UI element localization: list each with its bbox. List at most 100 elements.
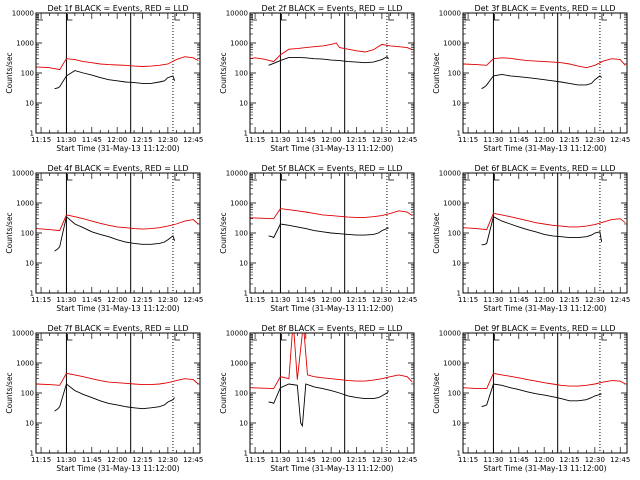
y-tick-label: 10000: [226, 170, 248, 178]
plot-frame: [462, 172, 628, 294]
x-tick-label: 11:15: [458, 456, 478, 464]
y-tick-label: 10000: [12, 10, 34, 18]
series-events-line: [481, 383, 602, 408]
y-tick-label: 10: [452, 100, 461, 108]
series-lld-line: [463, 372, 626, 390]
y-tick-label: 10: [25, 100, 34, 108]
panel-7: Det 7f BLACK = Events, RED = LLD 1 10 100 10…: [5, 324, 203, 473]
y-tick-label: 1000: [443, 40, 461, 48]
plot-frame: [462, 12, 628, 134]
y-tick-label: 1: [457, 130, 461, 138]
interval-marker: [174, 14, 180, 21]
interval-marker: [67, 14, 73, 21]
y-tick-label: 1: [244, 130, 248, 138]
interval-marker: [174, 174, 180, 181]
panel-6: Det 6f BLACK = Events, RED = LLD 1 10 100 10…: [432, 164, 630, 313]
interval-marker: [251, 14, 257, 21]
x-tick-label: 12:15: [559, 136, 579, 144]
x-tick-label: 11:15: [245, 456, 265, 464]
panel-8: Det 8f BLACK = Events, RED = LLD 1 10 100 10…: [219, 324, 417, 473]
x-tick-label: 11:15: [245, 136, 265, 144]
x-axis-label: Start Time (31-May-13 11:12:00): [483, 304, 606, 313]
panel-5: Det 5f BLACK = Events, RED = LLD 1 10 100 10…: [219, 164, 417, 313]
interval-marker: [251, 334, 257, 341]
panel-title: Det 8f BLACK = Events, RED = LLD: [261, 324, 402, 333]
series-events-line: [54, 70, 176, 90]
y-tick-label: 10000: [12, 330, 34, 338]
x-tick-label: 11:45: [509, 456, 529, 464]
x-axis-label: Start Time (31-May-13 11:12:00): [270, 464, 393, 473]
y-tick-label: 100: [21, 70, 34, 78]
y-axis-label: Counts/sec: [5, 212, 14, 253]
x-tick-label: 11:45: [296, 296, 316, 304]
y-tick-label: 100: [21, 390, 34, 398]
plot-frame: [249, 12, 415, 134]
series-lld-line: [463, 57, 626, 69]
x-tick-label: 11:30: [483, 296, 503, 304]
interval-marker: [37, 14, 43, 21]
x-tick-label: 11:30: [56, 456, 76, 464]
panel-title: Det 5f BLACK = Events, RED = LLD: [261, 164, 402, 173]
y-tick-label: 100: [21, 230, 34, 238]
y-tick-label: 1000: [230, 360, 248, 368]
series-lld-line: [36, 214, 199, 232]
series-events-line: [481, 73, 602, 90]
y-axis-label: Counts/sec: [219, 52, 228, 93]
series-events-line: [268, 56, 389, 66]
x-tick-label: 11:15: [458, 136, 478, 144]
y-axis-label: Counts/sec: [432, 212, 441, 253]
x-tick-label: 12:00: [321, 136, 341, 144]
interval-marker: [464, 14, 470, 21]
series-lld-line: [36, 372, 199, 386]
x-axis-label: Start Time (31-May-13 11:12:00): [270, 144, 393, 153]
y-tick-label: 10: [25, 420, 34, 428]
interval-marker: [388, 14, 394, 21]
x-tick-label: 12:15: [559, 456, 579, 464]
y-tick-label: 1: [30, 290, 34, 298]
y-tick-label: 100: [235, 230, 248, 238]
y-tick-label: 10000: [439, 330, 461, 338]
panel-1: Det 1f BLACK = Events, RED = LLD 1 10 100 10…: [5, 4, 203, 153]
y-tick-label: 10: [25, 260, 34, 268]
y-tick-label: 1: [244, 290, 248, 298]
x-tick-label: 12:15: [132, 456, 152, 464]
y-tick-label: 1000: [16, 40, 34, 48]
y-tick-label: 1: [244, 450, 248, 458]
x-tick-label: 12:45: [183, 456, 203, 464]
panel-title: Det 3f BLACK = Events, RED = LLD: [474, 4, 615, 13]
plot-frame: [249, 172, 415, 294]
interval-marker: [601, 334, 607, 341]
x-tick-label: 12:45: [183, 136, 203, 144]
interval-marker: [67, 334, 73, 341]
x-tick-label: 12:30: [158, 136, 178, 144]
x-tick-label: 11:15: [245, 296, 265, 304]
panel-title: Det 2f BLACK = Events, RED = LLD: [261, 4, 402, 13]
plot-frame: [249, 332, 415, 454]
y-tick-label: 100: [235, 390, 248, 398]
interval-marker: [464, 334, 470, 341]
interval-marker: [601, 174, 607, 181]
y-tick-label: 100: [448, 390, 461, 398]
interval-marker: [494, 174, 500, 181]
x-tick-label: 11:45: [509, 136, 529, 144]
x-tick-label: 11:30: [56, 296, 76, 304]
x-tick-label: 11:30: [270, 136, 290, 144]
interval-marker: [281, 334, 287, 341]
series-lld-line: [463, 212, 626, 231]
interval-marker: [494, 14, 500, 21]
x-tick-label: 12:00: [534, 136, 554, 144]
plot-frame: [462, 332, 628, 454]
panel-9: Det 9f BLACK = Events, RED = LLD 1 10 100 10…: [432, 324, 630, 473]
x-tick-label: 11:30: [483, 136, 503, 144]
y-tick-label: 10: [452, 420, 461, 428]
panel-2: Det 2f BLACK = Events, RED = LLD 1 10 100 10…: [219, 4, 417, 153]
y-axis-label: Counts/sec: [432, 372, 441, 413]
y-axis-label: Counts/sec: [5, 372, 14, 413]
x-tick-label: 12:30: [585, 136, 605, 144]
interval-marker: [494, 334, 500, 341]
x-axis-label: Start Time (31-May-13 11:12:00): [483, 144, 606, 153]
x-tick-label: 11:45: [82, 296, 102, 304]
x-tick-label: 12:15: [132, 296, 152, 304]
x-tick-label: 12:45: [183, 296, 203, 304]
x-tick-label: 12:45: [610, 296, 630, 304]
